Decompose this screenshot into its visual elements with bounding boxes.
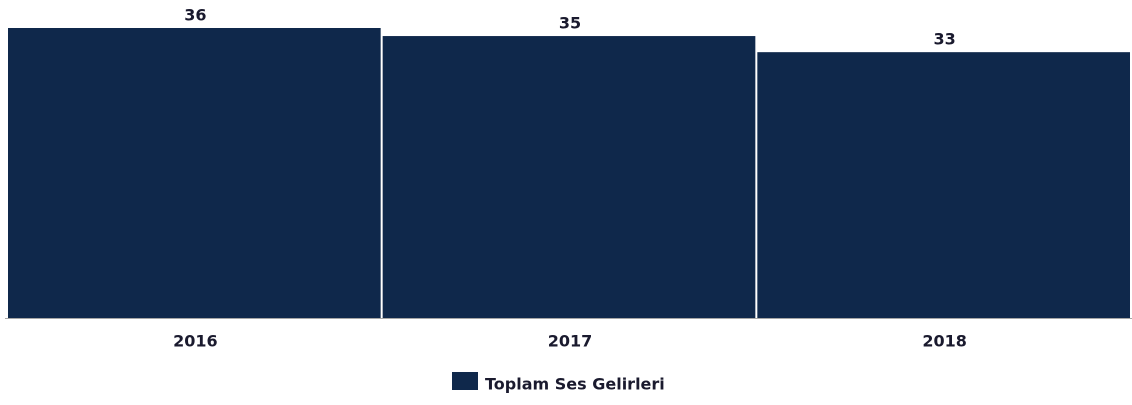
legend-label: Toplam Ses Gelirleri (485, 375, 665, 394)
bar (382, 36, 756, 319)
x-tick-label: 2018 (922, 332, 967, 351)
bar (757, 52, 1130, 319)
x-tick-label: 2016 (173, 332, 218, 351)
bar (8, 28, 381, 318)
data-label: 36 (184, 6, 206, 25)
legend-swatch (452, 372, 478, 390)
x-tick-label: 2017 (548, 332, 593, 351)
data-label: 33 (934, 30, 956, 49)
data-label: 35 (559, 14, 581, 33)
